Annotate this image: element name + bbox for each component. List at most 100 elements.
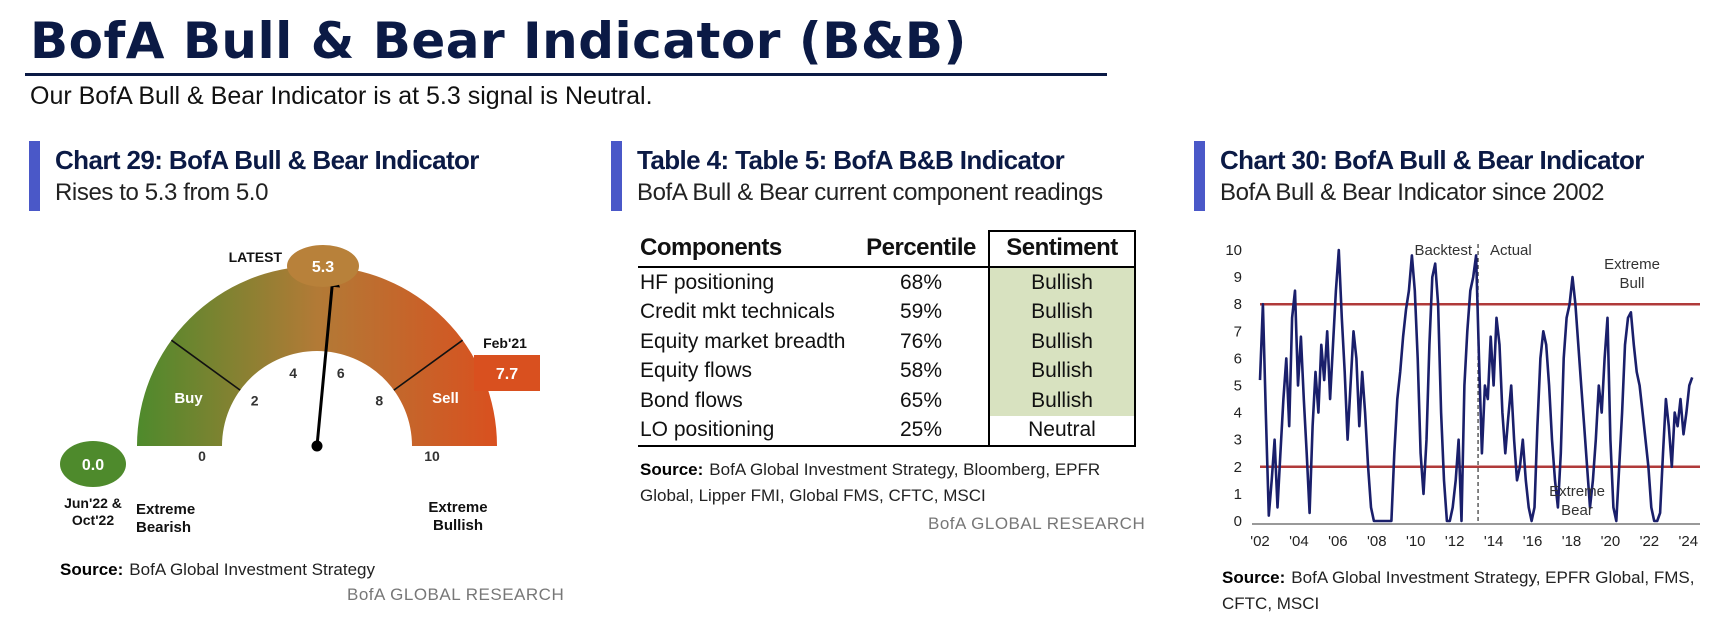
x-tick-label: '20 — [1601, 533, 1621, 550]
latest-value-badge — [287, 245, 359, 287]
component-percentile: 76% — [899, 329, 943, 353]
component-sentiment: Bullish — [988, 386, 1136, 416]
low-marker-badge — [60, 441, 126, 487]
history-source: Source: BofA Global Investment Strategy, … — [1222, 565, 1694, 617]
component-percentile: 68% — [899, 270, 943, 294]
extreme-bear-label: Extreme — [1549, 483, 1605, 500]
zone-divider — [393, 339, 464, 391]
table-header-row: Components Percentile Sentiment — [638, 230, 1136, 268]
extreme-bearish-label: Extreme — [136, 501, 195, 518]
components-table: Components Percentile Sentiment HF posit… — [638, 230, 1136, 447]
source-text-line1: BofA Global Investment Strategy, EPFR Gl… — [1291, 568, 1695, 587]
source-text-line2: Global, Lipper FMI, Global FMS, CFTC, MS… — [640, 486, 986, 505]
table-row: Equity flows 58% Bullish — [638, 356, 1136, 386]
y-tick-label: 3 — [1234, 432, 1242, 449]
zone-divider — [170, 339, 241, 391]
backtest-label: Backtest — [1415, 242, 1473, 259]
x-tick-label: '02 — [1250, 533, 1270, 550]
header-sentiment: Sentiment — [988, 230, 1136, 268]
x-tick-label: '24 — [1679, 533, 1699, 550]
extreme-bull-label: Bull — [1619, 275, 1644, 292]
y-tick-label: 6 — [1234, 350, 1242, 367]
high-marker-label: Feb'21 — [483, 335, 527, 351]
component-percentile: 58% — [899, 359, 943, 383]
table-row: LO positioning 25% Neutral — [638, 415, 1136, 447]
source-label: Source: — [640, 460, 704, 479]
gauge-source: Source: BofA Global Investment Strategy — [60, 557, 375, 583]
x-tick-label: '12 — [1445, 533, 1465, 550]
low-marker-value: 0.0 — [82, 457, 104, 474]
table-panel-title: Table 4: Table 5: BofA B&B Indicator — [637, 145, 1065, 175]
panel-accent-bar — [29, 141, 40, 211]
history-panel-title: Chart 30: BofA Bull & Bear Indicator — [1220, 145, 1644, 175]
table-panel-subtitle: BofA Bull & Bear current component readi… — [637, 179, 1103, 206]
gauge-chart: Buy Sell 0 2 4 6 8 10 5.3 LATEST Feb'21 7.7 0.0 Jun'2… — [60, 245, 540, 536]
component-percentile: 25% — [854, 415, 989, 447]
source-text-line1: BofA Global Investment Strategy, Bloombe… — [709, 460, 1101, 479]
history-layer: 0 1 2 3 4 5 6 7 8 9 10 '02 '04 '06 '08 '10 '12 '14 '16 '18 '… — [1225, 242, 1700, 550]
gauge-tick-label: 6 — [337, 365, 345, 381]
y-tick-label: 1 — [1234, 486, 1242, 503]
bb-indicator-series-line — [1258, 248, 1694, 523]
gauge-panel-title: Chart 29: BofA Bull & Bear Indicator — [55, 145, 479, 175]
y-tick-label: 7 — [1234, 323, 1242, 340]
history-chart: 0 1 2 3 4 5 6 7 8 9 10 '02 '04 '06 '08 '10 '12 '14 '16 '18 '… — [1225, 242, 1700, 550]
buy-zone-label: Buy — [174, 390, 203, 407]
component-name: HF positioning — [640, 270, 775, 294]
low-marker-label: Jun'22 & — [64, 495, 122, 511]
x-tick-label: '14 — [1484, 533, 1504, 550]
page-title: BofA Bull & Bear Indicator (B&B) — [30, 12, 967, 70]
history-panel-subtitle: BofA Bull & Bear Indicator since 2002 — [1220, 179, 1605, 206]
low-marker-label: Oct'22 — [72, 512, 114, 528]
x-tick-label: '10 — [1406, 533, 1426, 550]
latest-label: LATEST — [229, 249, 283, 265]
table-row: Equity market breadth 76% Bullish — [638, 327, 1136, 357]
extreme-bull-label: Extreme — [1604, 256, 1660, 273]
component-percentile: 59% — [899, 300, 943, 324]
x-tick-label: '08 — [1367, 533, 1387, 550]
component-percentile: 65% — [899, 388, 943, 412]
x-tick-label: '22 — [1640, 533, 1660, 550]
component-sentiment: Bullish — [988, 327, 1136, 357]
actual-label: Actual — [1490, 242, 1532, 259]
component-sentiment: Bullish — [988, 267, 1136, 298]
gauge-tick-label: 0 — [198, 448, 206, 464]
component-name: Equity flows — [640, 359, 753, 383]
table-row: Bond flows 65% Bullish — [638, 386, 1136, 416]
component-name: Bond flows — [640, 388, 743, 412]
table-source: Source: BofA Global Investment Strategy, … — [640, 457, 1100, 509]
gauge-brand: BofA GLOBAL RESEARCH — [347, 585, 565, 604]
high-marker-value: 7.7 — [496, 366, 518, 383]
gauge-tick-label: 2 — [251, 393, 259, 409]
component-sentiment: Bullish — [988, 356, 1136, 386]
panel-accent-bar — [611, 141, 622, 211]
extreme-bearish-label: Bearish — [136, 519, 191, 536]
gauge-needle-hub — [311, 440, 323, 452]
table-brand: BofA GLOBAL RESEARCH — [928, 514, 1146, 533]
gauge-tick-label: 4 — [289, 365, 297, 381]
source-label: Source: — [60, 560, 124, 579]
extreme-bear-label: Bear — [1561, 502, 1593, 519]
gauge-panel-subtitle: Rises to 5.3 from 5.0 — [55, 179, 269, 206]
x-tick-label: '06 — [1328, 533, 1348, 550]
x-tick-label: '18 — [1562, 533, 1582, 550]
component-sentiment: Neutral — [988, 415, 1136, 447]
table-row: HF positioning 68% Bullish — [638, 267, 1136, 298]
source-label: Source: — [1222, 568, 1286, 587]
high-marker-box — [474, 355, 540, 391]
x-tick-label: '04 — [1289, 533, 1309, 550]
component-name: LO positioning — [638, 415, 854, 447]
latest-value: 5.3 — [312, 259, 334, 276]
component-name: Credit mkt technicals — [640, 300, 835, 324]
gauge-tick-label: 8 — [375, 393, 383, 409]
source-text: BofA Global Investment Strategy — [129, 560, 375, 579]
y-tick-label: 10 — [1225, 242, 1242, 259]
title-divider — [25, 73, 1107, 76]
source-text-line2: CFTC, MSCI — [1222, 594, 1320, 613]
y-tick-label: 9 — [1234, 269, 1242, 286]
y-tick-label: 0 — [1234, 513, 1242, 530]
extreme-bullish-label: Extreme — [428, 499, 487, 516]
header-components: Components — [638, 231, 854, 268]
gauge-tick-label: 10 — [424, 448, 440, 464]
extreme-bullish-label: Bullish — [433, 517, 483, 534]
